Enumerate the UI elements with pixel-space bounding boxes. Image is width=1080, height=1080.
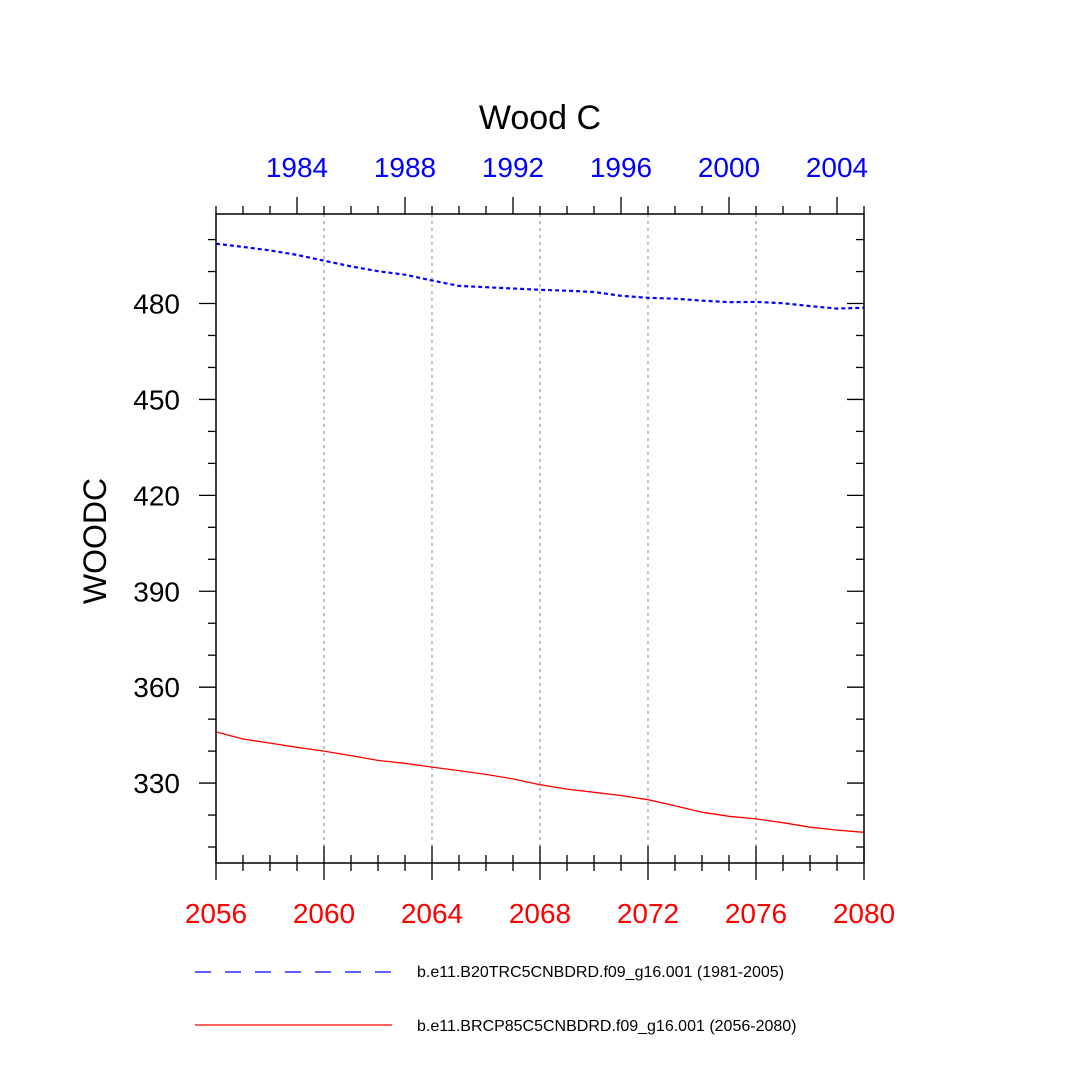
bottom-axis-tick-label: 2056 [185, 898, 247, 929]
axis-ticks [199, 197, 865, 880]
top-axis-tick-label: 2004 [806, 152, 868, 183]
top-axis-tick-label: 1988 [374, 152, 436, 183]
y-axis-label: WOODC [77, 478, 113, 604]
bottom-axis-tick-label: 2072 [617, 898, 679, 929]
top-axis-tick-label: 1992 [482, 152, 544, 183]
y-axis-tick-label: 360 [133, 672, 180, 703]
top-axis-tick-label: 1984 [266, 152, 328, 183]
top-axis-tick-label: 2000 [698, 152, 760, 183]
bottom-axis-tick-label: 2068 [509, 898, 571, 929]
series-lines [215, 242, 865, 833]
y-axis-tick-label: 450 [133, 384, 180, 415]
bottom-axis-tick-label: 2060 [293, 898, 355, 929]
y-axis-tick-label: 480 [133, 289, 180, 320]
top-axis-tick-label: 1996 [590, 152, 652, 183]
bottom-axis-tick-label: 2064 [401, 898, 463, 929]
y-axis-tick-label: 390 [133, 576, 180, 607]
series-line-rcp85 [215, 731, 865, 833]
axis-tick-labels: 2056 2060 2064 2068 2072 2076 2080 1984 1988 1992… [133, 152, 895, 929]
grid-lines [323, 214, 757, 863]
y-axis-tick-label: 420 [133, 480, 180, 511]
bottom-axis-tick-label: 2080 [833, 898, 895, 929]
bottom-axis-tick-label: 2076 [725, 898, 787, 929]
legend-label-rcp85: b.e11.BRCP85C5CNBDRD.f09_g16.001 (2056-2… [417, 1018, 796, 1035]
legend-label-historical: b.e11.B20TRC5CNBDRD.f09_g16.001 (1981-20… [417, 964, 784, 981]
legend: b.e11.B20TRC5CNBDRD.f09_g16.001 (1981-20… [195, 964, 796, 1035]
y-axis-tick-label: 330 [133, 768, 180, 799]
chart-title: Wood C [479, 99, 601, 137]
